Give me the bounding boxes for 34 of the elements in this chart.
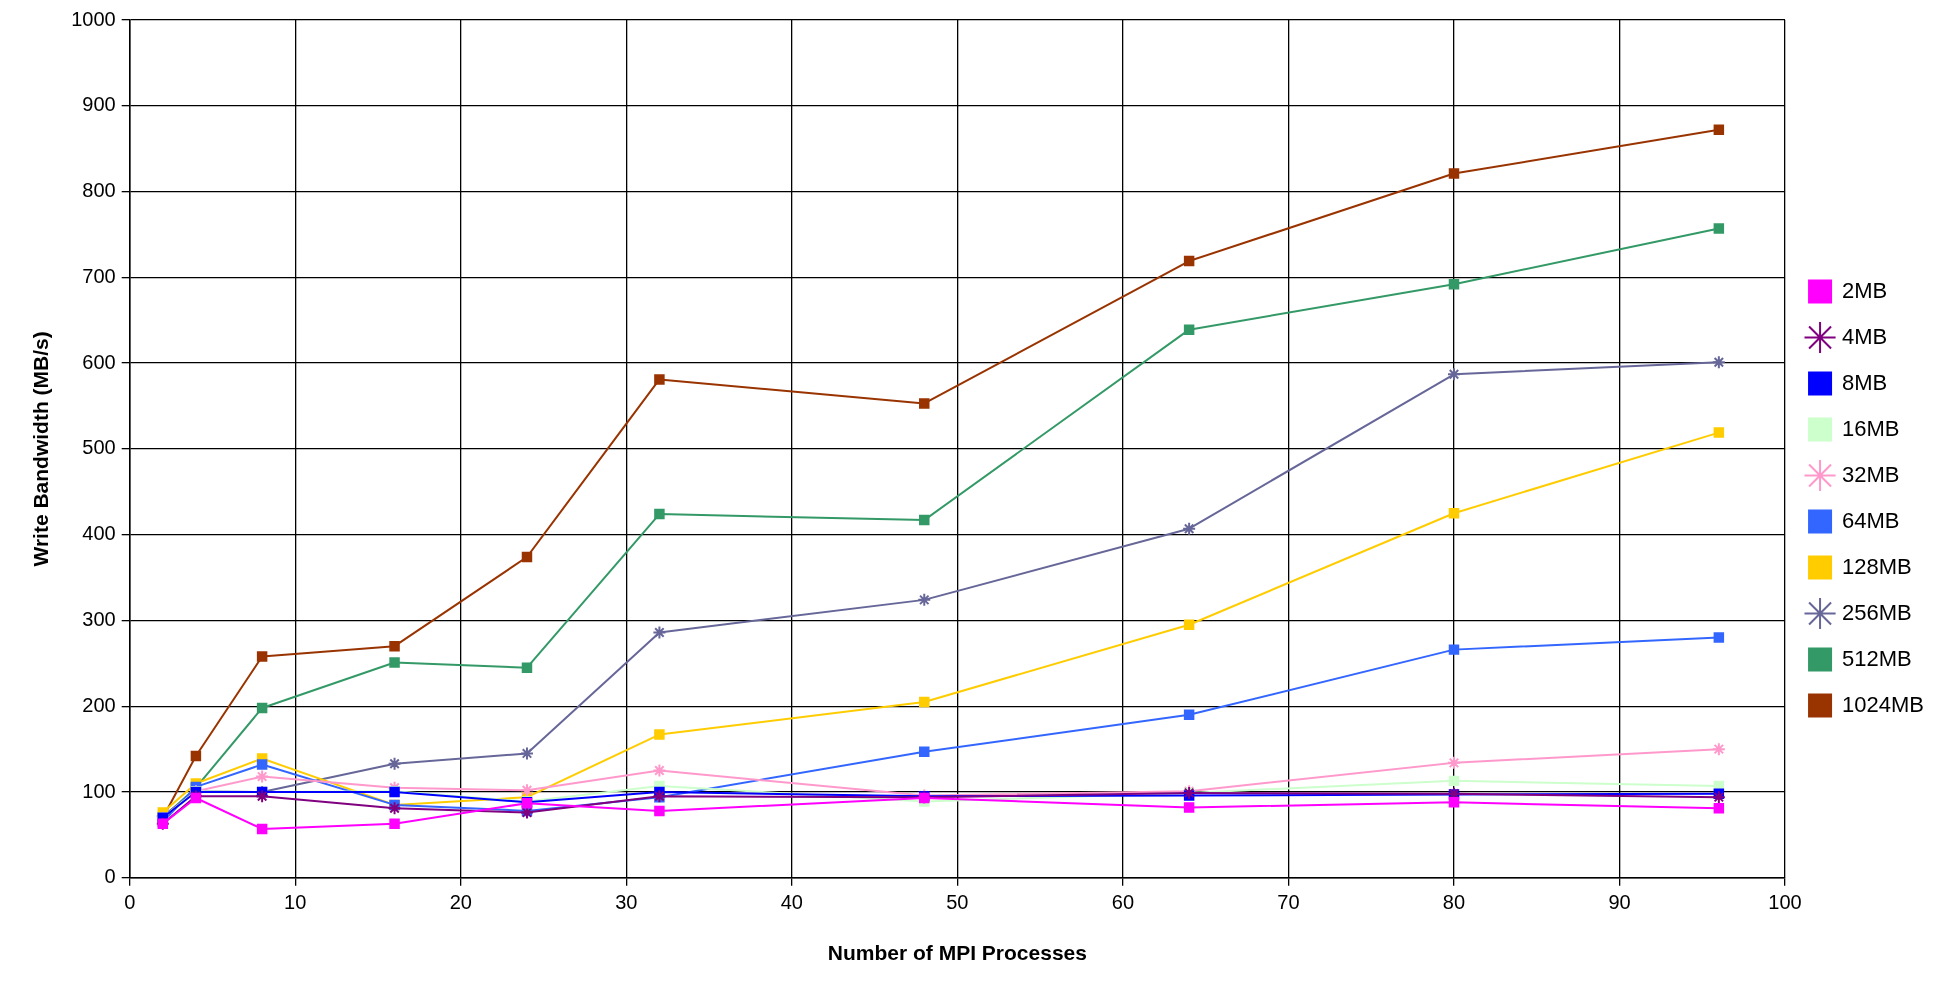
y-tick-label: 400 (82, 522, 116, 545)
x-tick-label: 80 (1442, 891, 1466, 914)
y-tick-label: 200 (82, 693, 116, 716)
x-tick-label: 40 (780, 891, 803, 914)
y-tick-label: 0 (104, 865, 116, 888)
legend-label: 1024MB (1842, 691, 1925, 717)
x-tick-label: 10 (284, 891, 307, 914)
x-tick-label: 50 (946, 891, 969, 914)
y-axis-title: Write Bandwidth (MB/s) (29, 331, 53, 567)
legend-label: 128MB (1842, 553, 1912, 579)
legend-label: 2MB (1842, 277, 1888, 303)
x-axis-title: Number of MPI Processes (827, 941, 1087, 965)
legend-label: 64MB (1842, 507, 1900, 533)
legend-label: 8MB (1842, 369, 1888, 395)
x-tick-label: 0 (124, 891, 136, 914)
y-tick-label: 1000 (71, 7, 116, 30)
x-tick-label: 90 (1608, 891, 1631, 914)
x-tick-label: 60 (1111, 891, 1135, 914)
y-tick-label: 900 (82, 93, 116, 116)
y-tick-label: 600 (82, 350, 116, 373)
x-tick-label: 20 (449, 891, 472, 914)
y-tick-label: 500 (82, 436, 116, 459)
y-tick-label: 800 (82, 179, 116, 202)
y-tick-label: 300 (82, 607, 116, 630)
legend-label: 16MB (1842, 415, 1900, 441)
legend-label: 256MB (1842, 599, 1912, 625)
x-tick-label: 30 (615, 891, 638, 914)
legend-label: 4MB (1842, 323, 1888, 349)
legend-label: 32MB (1842, 461, 1900, 487)
x-tick-label: 70 (1277, 891, 1300, 914)
y-tick-label: 700 (82, 264, 116, 287)
y-tick-label: 100 (82, 779, 116, 802)
x-tick-label: 100 (1768, 891, 1802, 914)
legend-label: 512MB (1842, 645, 1912, 671)
